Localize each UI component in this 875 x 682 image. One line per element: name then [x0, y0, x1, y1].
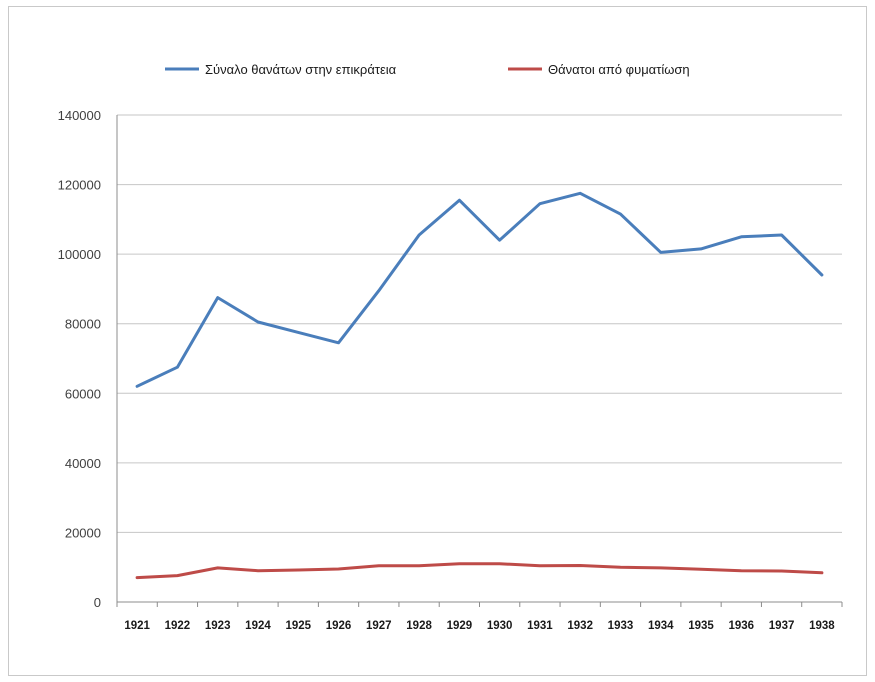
x-tick-label: 1931 [527, 620, 553, 632]
series-line-2 [135, 562, 824, 580]
x-tick-label: 1930 [487, 620, 513, 632]
x-tick-label: 1921 [124, 620, 150, 632]
y-tick-label: 80000 [65, 317, 101, 332]
series-lines [135, 191, 824, 580]
x-axis-ticks: 1921 1922 1923 1924 1925 1926 1927 1928 1929 1930… [124, 620, 835, 632]
gridlines [117, 114, 842, 533]
x-tick-label: 1933 [608, 620, 634, 632]
y-tick-label: 0 [94, 595, 101, 610]
x-tick-label: 1938 [809, 620, 835, 632]
axes [116, 115, 843, 607]
y-tick-label: 120000 [58, 178, 101, 193]
series-line-1 [135, 191, 824, 388]
x-tick-label: 1928 [406, 620, 432, 632]
x-tick-label: 1929 [447, 620, 473, 632]
x-tick-label: 1927 [366, 620, 392, 632]
legend-label: Θάνατοι από φυματίωση [548, 62, 690, 77]
legend: Σύναλο θανάτων στην επικράτεια Θάνατοι απ… [165, 62, 690, 77]
x-tick-label: 1932 [567, 620, 593, 632]
x-tick-label: 1937 [769, 620, 795, 632]
x-tick-label: 1924 [245, 620, 271, 632]
x-tick-label: 1925 [285, 620, 311, 632]
x-tick-label: 1936 [729, 620, 755, 632]
x-tick-label: 1934 [648, 620, 674, 632]
y-tick-label: 20000 [65, 525, 101, 540]
x-tick-label: 1935 [688, 620, 714, 632]
y-tick-label: 100000 [58, 247, 101, 262]
x-tick-label: 1922 [165, 620, 191, 632]
y-tick-label: 40000 [65, 456, 101, 471]
y-axis-ticks: 0 20000 40000 60000 80000 100000 120000 140000 [58, 108, 101, 610]
x-tick-label: 1926 [326, 620, 352, 632]
x-tick-label: 1923 [205, 620, 231, 632]
legend-label: Σύναλο θανάτων στην επικράτεια [205, 62, 397, 77]
y-tick-label: 140000 [58, 108, 101, 123]
y-tick-label: 60000 [65, 386, 101, 401]
